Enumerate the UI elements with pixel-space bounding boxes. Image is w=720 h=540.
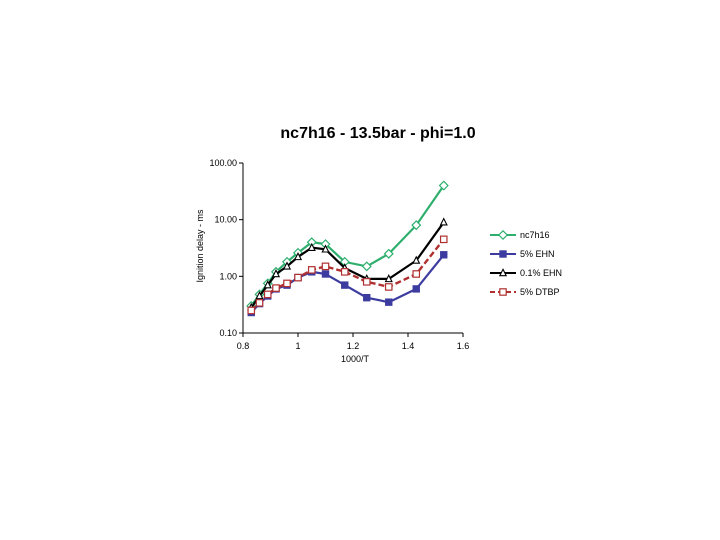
x-tick-label: 1.6 [457, 341, 470, 351]
legend-label: 5% EHN [520, 249, 555, 259]
legend-entry: 5% EHN [490, 249, 555, 259]
legend-label: 5% DTBP [520, 287, 560, 297]
data-point [282, 261, 292, 270]
x-tick-label: 1.2 [347, 341, 360, 351]
data-point [383, 248, 394, 259]
legend-swatch-marker [499, 250, 507, 258]
data-point [263, 290, 272, 299]
series-2 [247, 217, 448, 311]
data-point [361, 261, 372, 272]
data-point [412, 270, 421, 278]
data-point [271, 269, 281, 278]
data-point [255, 299, 264, 307]
legend-label: nc7h16 [520, 230, 550, 240]
data-point [321, 270, 330, 278]
legend-entry: nc7h16 [490, 229, 550, 241]
y-tick-label: 10.00 [214, 215, 237, 225]
x-axis-label: 1000/T [341, 354, 370, 364]
legend-swatch-marker [498, 268, 508, 277]
data-point [294, 273, 302, 282]
data-point [321, 262, 330, 271]
data-point [341, 281, 349, 289]
x-tick-label: 0.8 [237, 341, 250, 351]
data-point [283, 279, 291, 288]
series-3 [247, 235, 448, 315]
legend-entry: 0.1% EHN [490, 268, 562, 278]
y-tick-label: 100.00 [209, 158, 237, 168]
series-layer [246, 180, 449, 317]
x-tick-label: 1.4 [402, 341, 415, 351]
legend-label: 0.1% EHN [520, 268, 562, 278]
data-point [340, 268, 349, 276]
tick-labels: 0.10 1.00 10.00 100.00 0.8 1 1.2 1.4 1.6 [209, 158, 469, 351]
data-point [247, 306, 256, 315]
data-point [385, 298, 393, 306]
data-point [307, 242, 316, 251]
data-point [438, 180, 449, 191]
data-point [272, 284, 280, 292]
legend: nc7h16 5% EHN 0.1% EHN 5% DTBP [490, 229, 562, 297]
data-point [411, 220, 422, 231]
data-point [363, 293, 371, 302]
data-point [255, 291, 264, 300]
legend-entry: 5% DTBP [490, 287, 560, 297]
data-point [293, 251, 303, 261]
y-tick-label: 1.00 [219, 271, 237, 281]
data-point [263, 280, 272, 289]
data-point [439, 217, 448, 226]
data-point [307, 266, 316, 274]
data-point [321, 244, 330, 253]
data-point [362, 278, 371, 286]
y-tick-label: 0.10 [219, 328, 237, 338]
y-axis-label: Ignition delay - ms [195, 209, 205, 283]
data-point [384, 273, 393, 283]
axes [239, 162, 464, 337]
data-point [439, 235, 448, 244]
data-point [412, 255, 421, 264]
series-line [250, 221, 445, 309]
legend-swatch-marker [497, 229, 509, 241]
legend-swatch-marker [499, 288, 507, 296]
data-point [412, 285, 420, 293]
x-tick-label: 1 [295, 341, 300, 351]
chart-title: nc7h16 - 13.5bar - phi=1.0 [280, 125, 475, 142]
data-point [384, 283, 393, 291]
data-point [440, 251, 448, 259]
